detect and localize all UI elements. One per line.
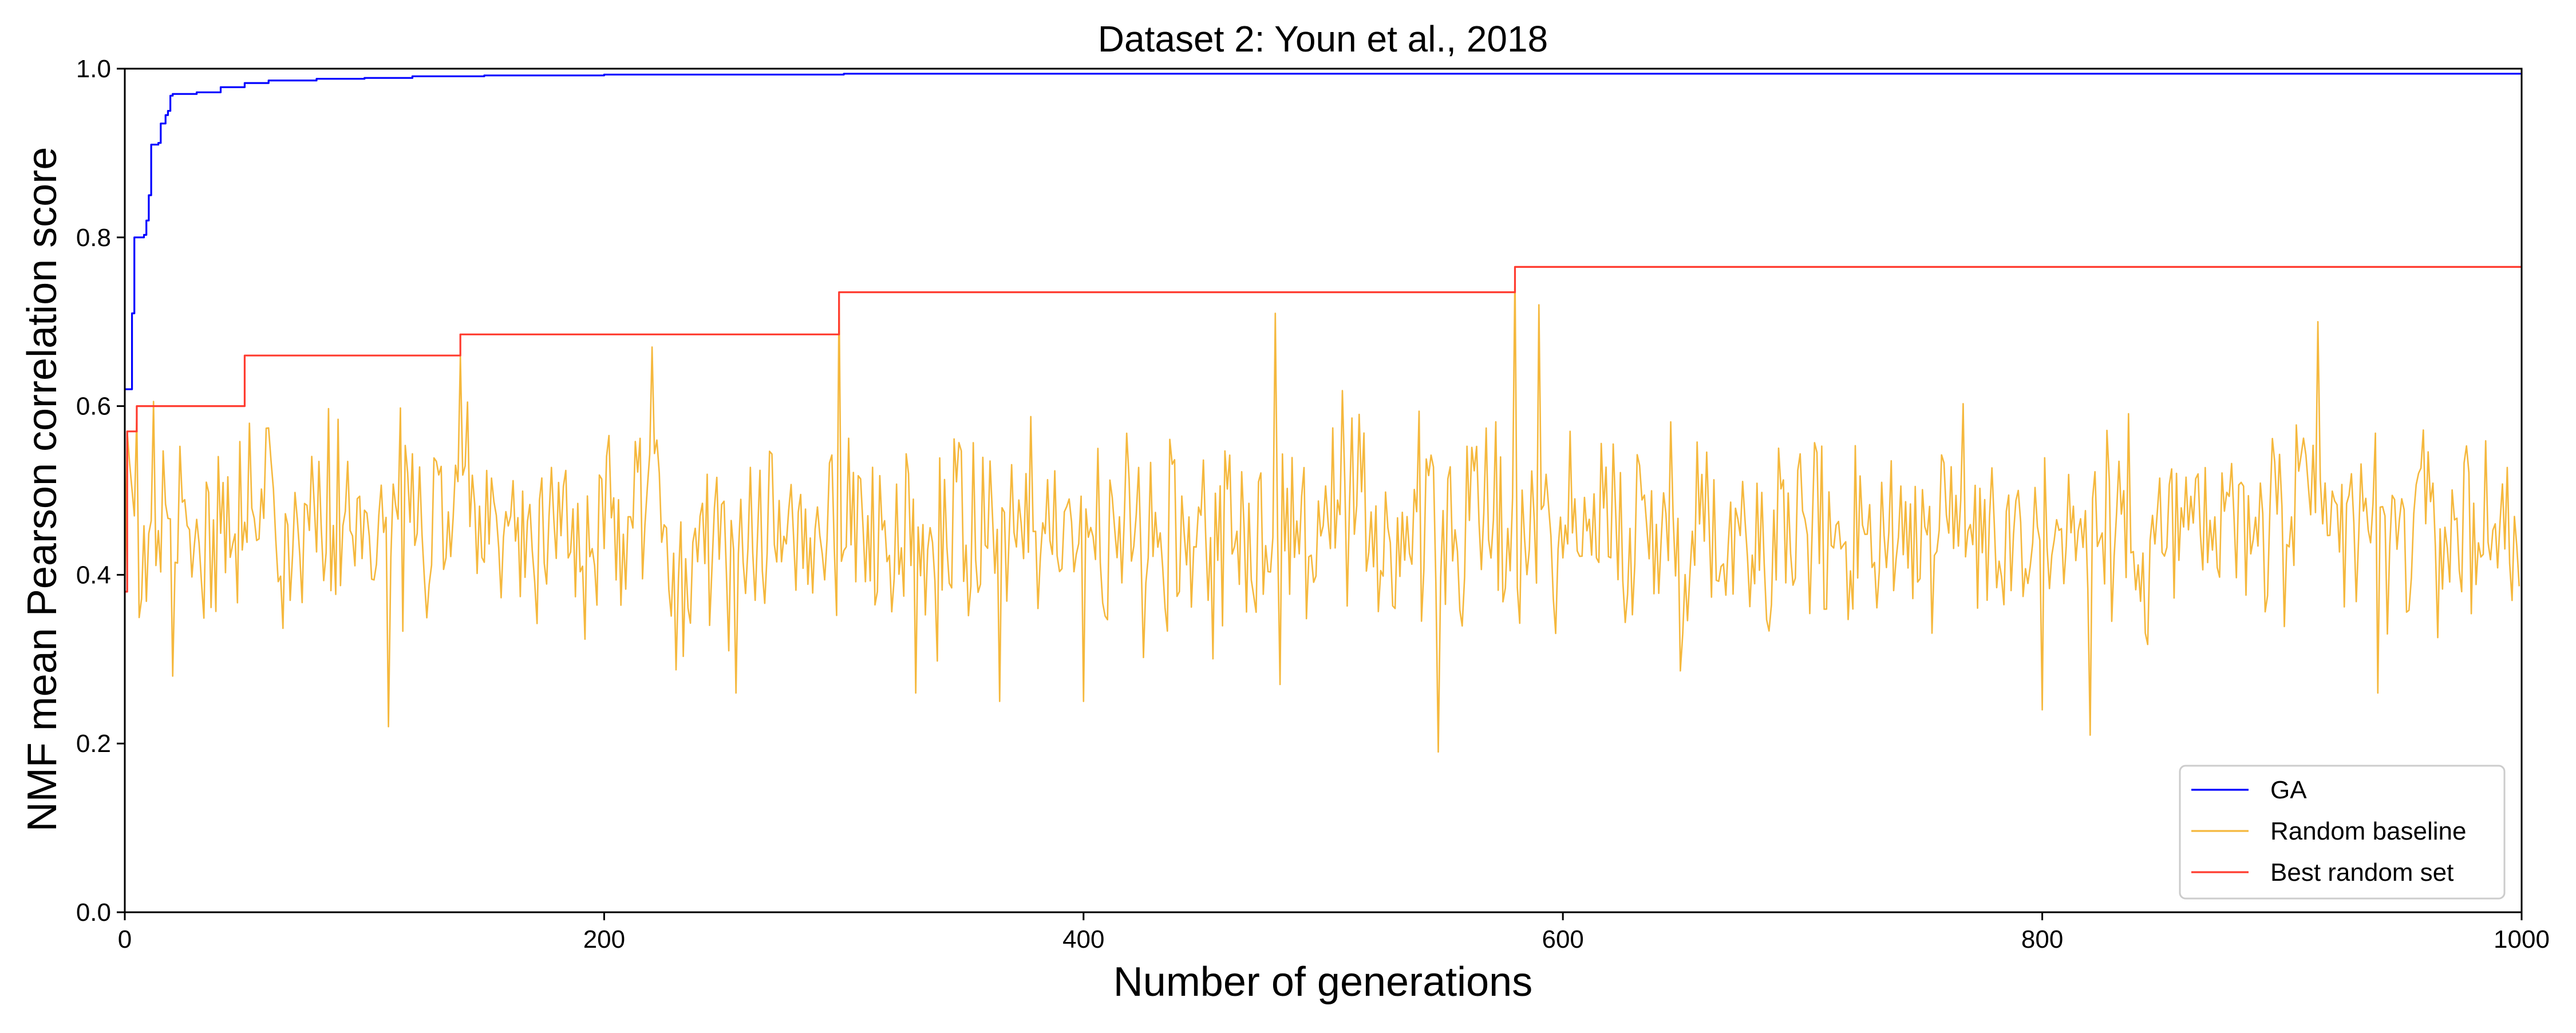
plot-area-frame xyxy=(124,68,2523,913)
legend-label: GA xyxy=(2270,776,2307,804)
axis-ticks: 0 200 400 600 800 1000 0.0 0.2 0.4 0.6 0.8 1.0 xyxy=(76,55,2550,953)
y-tick-label: 0.8 xyxy=(76,224,111,252)
x-tick-label: 600 xyxy=(1542,925,1583,953)
legend-box xyxy=(2179,765,2506,900)
series-lines xyxy=(125,73,2522,753)
y-axis-label: NMF mean Pearson correlation score xyxy=(19,147,65,832)
chart-title: Dataset 2: Youn et al., 2018 xyxy=(1098,18,1548,60)
x-tick-label: 1000 xyxy=(2494,925,2550,953)
legend-label: Random baseline xyxy=(2270,817,2466,845)
legend: GA Random baseline Best random set xyxy=(2179,765,2506,900)
x-tick-label: 400 xyxy=(1062,925,1104,953)
legend-label: Best random set xyxy=(2270,858,2453,886)
y-tick-label: 0.4 xyxy=(76,561,111,589)
series-line-random-baseline xyxy=(125,270,2520,753)
y-tick-label: 0.6 xyxy=(76,393,111,421)
x-tick-label: 800 xyxy=(2021,925,2063,953)
x-axis-label: Number of generations xyxy=(1113,959,1532,1005)
series-line-best-random-set xyxy=(125,266,2522,593)
x-tick-label: 200 xyxy=(583,925,625,953)
y-tick-label: 0.2 xyxy=(76,730,111,758)
y-tick-label: 0.0 xyxy=(76,899,111,927)
y-tick-label: 1.0 xyxy=(76,55,111,83)
series-line-ga xyxy=(125,73,2522,390)
x-tick-label: 0 xyxy=(118,925,132,953)
